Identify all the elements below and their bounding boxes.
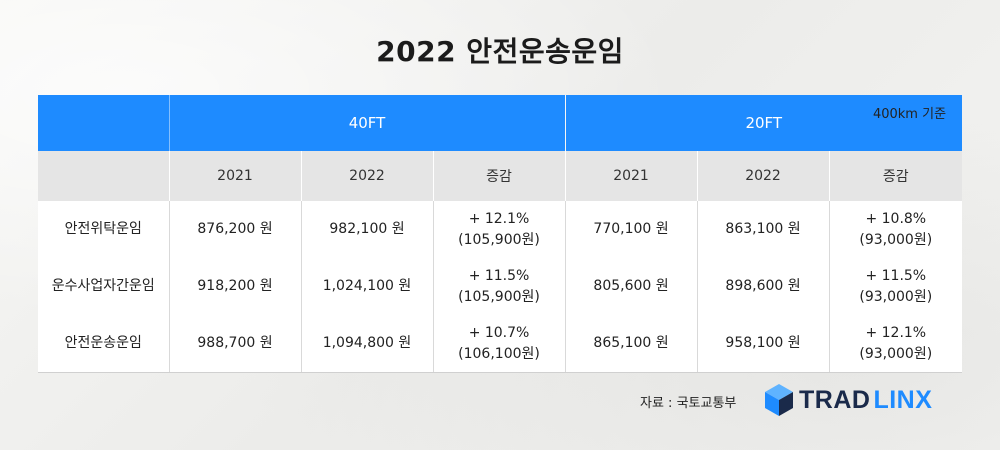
change-amount: (105,900원) [458,231,540,248]
change-40ft: + 10.7% (106,100원) [432,315,566,373]
year-header-row: 2021 2022 증감 2021 2022 증감 [38,151,963,201]
header-40ft: 40FT [168,95,566,151]
corner-cell [38,95,169,151]
logo-text-linx: LINX [873,385,933,414]
value-40ft-2021: 988,700 원 [168,315,301,373]
value-40ft-2022: 1,024,100 원 [300,258,433,315]
value-20ft-2021: 770,100 원 [564,201,698,258]
row-label: 안전운송운임 [38,315,169,373]
subheader-40ft-2021: 2021 [168,151,301,201]
subheader-20ft-2021: 2021 [564,151,698,201]
value-20ft-2022: 958,100 원 [696,315,830,373]
change-40ft: + 11.5% (105,900원) [432,258,566,315]
change-amount: (93,000원) [859,288,933,305]
change-20ft: + 12.1% (93,000원) [828,315,963,373]
subheader-20ft-2022: 2022 [696,151,830,201]
value-40ft-2021: 876,200 원 [168,201,301,258]
change-percent: + 10.7% [468,324,530,341]
value-20ft-2022: 863,100 원 [696,201,830,258]
subheader-empty [38,151,169,201]
table-row: 안전위탁운임 876,200 원 982,100 원 + 12.1% (105,… [38,201,963,258]
change-amount: (93,000원) [859,231,933,248]
source-note: 자료 : 국토교통부 [640,396,737,411]
change-percent: + 12.1% [468,210,530,227]
change-20ft: + 10.8% (93,000원) [828,201,963,258]
table-row: 안전운송운임 988,700 원 1,094,800 원 + 10.7% (10… [38,315,963,373]
tradlinx-logo: TRAD LINX [764,383,932,417]
value-40ft-2022: 982,100 원 [300,201,433,258]
change-percent: + 11.5% [865,267,927,284]
logo-text-trad: TRAD [799,385,871,414]
row-label: 운수사업자간운임 [38,258,169,315]
distance-basis-note: 400km 기준 [872,107,947,122]
header-20ft-cell: 20FT 400km 기준 [564,95,963,151]
row-label: 안전위탁운임 [38,201,169,258]
change-20ft: + 11.5% (93,000원) [828,258,963,315]
subheader-40ft-change: 증감 [432,151,566,201]
change-amount: (105,900원) [458,288,540,305]
change-percent: + 11.5% [468,267,530,284]
cube-logo-icon [765,384,793,416]
header-20ft: 20FT [745,114,783,132]
subheader-20ft-change: 증감 [828,151,963,201]
change-amount: (93,000원) [859,345,933,362]
value-40ft-2022: 1,094,800 원 [300,315,433,373]
change-percent: + 10.8% [865,210,927,227]
change-40ft: + 12.1% (105,900원) [432,201,566,258]
page-title: 2022 안전운송운임 [376,35,624,68]
change-amount: (106,100원) [458,345,540,362]
value-40ft-2021: 918,200 원 [168,258,301,315]
group-header-row: 40FT 20FT 400km 기준 [38,95,963,151]
value-20ft-2021: 865,100 원 [564,315,698,373]
subheader-40ft-2022: 2022 [300,151,433,201]
value-20ft-2021: 805,600 원 [564,258,698,315]
change-percent: + 12.1% [865,324,927,341]
value-20ft-2022: 898,600 원 [696,258,830,315]
table-row: 운수사업자간운임 918,200 원 1,024,100 원 + 11.5% (… [38,258,963,315]
freight-rate-table: 40FT 20FT 400km 기준 2021 2022 증감 2021 202… [38,95,963,373]
